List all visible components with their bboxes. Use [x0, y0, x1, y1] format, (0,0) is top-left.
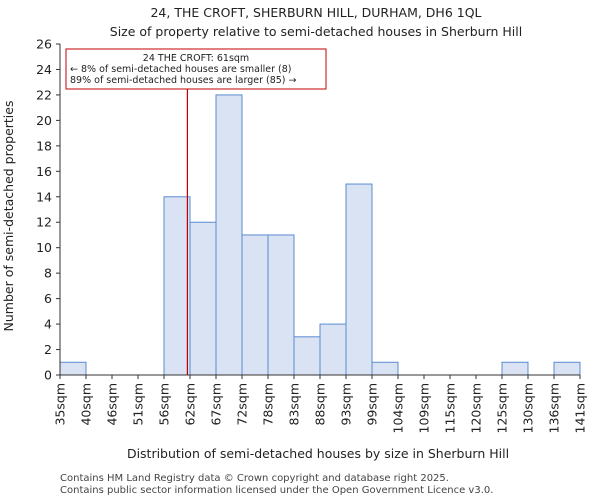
y-tick-label-0: 0 [44, 368, 52, 383]
x-tick-label-93sqm: 93sqm [339, 383, 354, 426]
x-tick-label-115sqm: 115sqm [443, 383, 458, 433]
y-tick-label-26: 26 [36, 37, 52, 52]
x-tick-label-104sqm: 104sqm [391, 383, 406, 433]
x-axis: 35sqm 40sqm 46sqm 51sqm 56sqm 62sqm 67sqm 72sqm… [53, 375, 588, 433]
bar-83sqm [293, 336, 321, 376]
y-tick-label-6: 6 [44, 291, 52, 306]
x-tick-label-83sqm: 83sqm [287, 383, 302, 426]
x-tick-label-72sqm: 72sqm [235, 383, 250, 426]
bar-72sqm [241, 234, 269, 376]
annotation-line-1: 24 THE CROFT: 61sqm [143, 53, 249, 64]
x-tick-label-99sqm: 99sqm [365, 383, 380, 426]
bar-136sqm [553, 361, 581, 376]
x-tick-label-62sqm: 62sqm [183, 383, 198, 426]
x-tick-label-67sqm: 67sqm [209, 383, 224, 426]
y-tick-label-24: 24 [36, 62, 52, 77]
annotation-line-2: ← 8% of semi-detached houses are smaller… [70, 64, 291, 75]
x-axis-label: Distribution of semi-detached houses by … [127, 446, 509, 461]
x-tick-label-130sqm: 130sqm [521, 383, 536, 433]
bar-67sqm [215, 94, 243, 376]
x-tick-label-51sqm: 51sqm [131, 383, 146, 426]
y-tick-label-4: 4 [44, 317, 52, 332]
x-tick-label-88sqm: 88sqm [313, 383, 328, 426]
annotation-frame [65, 48, 327, 90]
y-tick-label-10: 10 [36, 240, 52, 255]
x-tick-label-136sqm: 136sqm [547, 383, 562, 433]
x-tick-label-56sqm: 56sqm [157, 383, 172, 426]
annotation-box: 24 THE CROFT: 61sqm ← 8% of semi-detache… [65, 48, 327, 90]
x-tick-label-35sqm: 35sqm [53, 383, 68, 426]
y-axis-label: Number of semi-detached properties [1, 101, 16, 332]
footer-line-1: Contains HM Land Registry data © Crown c… [60, 473, 449, 484]
bars-group [59, 94, 581, 376]
x-tick-label-40sqm: 40sqm [79, 383, 94, 426]
bar-35sqm [59, 361, 87, 376]
chart-subtitle: Size of property relative to semi-detach… [110, 24, 522, 39]
y-tick-label-2: 2 [44, 342, 52, 357]
x-tick-label-141sqm: 141sqm [573, 383, 588, 433]
bar-88sqm [319, 323, 347, 376]
y-tick-label-18: 18 [36, 138, 52, 153]
x-tick-label-120sqm: 120sqm [469, 383, 484, 433]
x-tick-label-109sqm: 109sqm [417, 383, 432, 433]
y-tick-label-16: 16 [36, 164, 52, 179]
bar-78sqm [267, 234, 295, 376]
x-tick-label-125sqm: 125sqm [495, 383, 510, 433]
y-tick-label-12: 12 [36, 215, 52, 230]
y-tick-label-14: 14 [36, 189, 52, 204]
footer-line-2: Contains public sector information licen… [60, 485, 493, 496]
y-tick-label-20: 20 [36, 113, 52, 128]
chart-title: 24, THE CROFT, SHERBURN HILL, DURHAM, DH… [150, 5, 481, 20]
y-tick-label-22: 22 [36, 87, 52, 102]
bar-93sqm [345, 183, 373, 376]
bar-56sqm [163, 196, 191, 376]
x-tick-label-78sqm: 78sqm [261, 383, 276, 426]
bar-62sqm [189, 221, 217, 376]
x-tick-label-46sqm: 46sqm [105, 383, 120, 426]
y-tick-label-8: 8 [44, 266, 52, 281]
bar-125sqm [501, 361, 529, 376]
annotation-line-3: 89% of semi-detached houses are larger (… [70, 75, 297, 86]
bar-99sqm [371, 361, 399, 376]
